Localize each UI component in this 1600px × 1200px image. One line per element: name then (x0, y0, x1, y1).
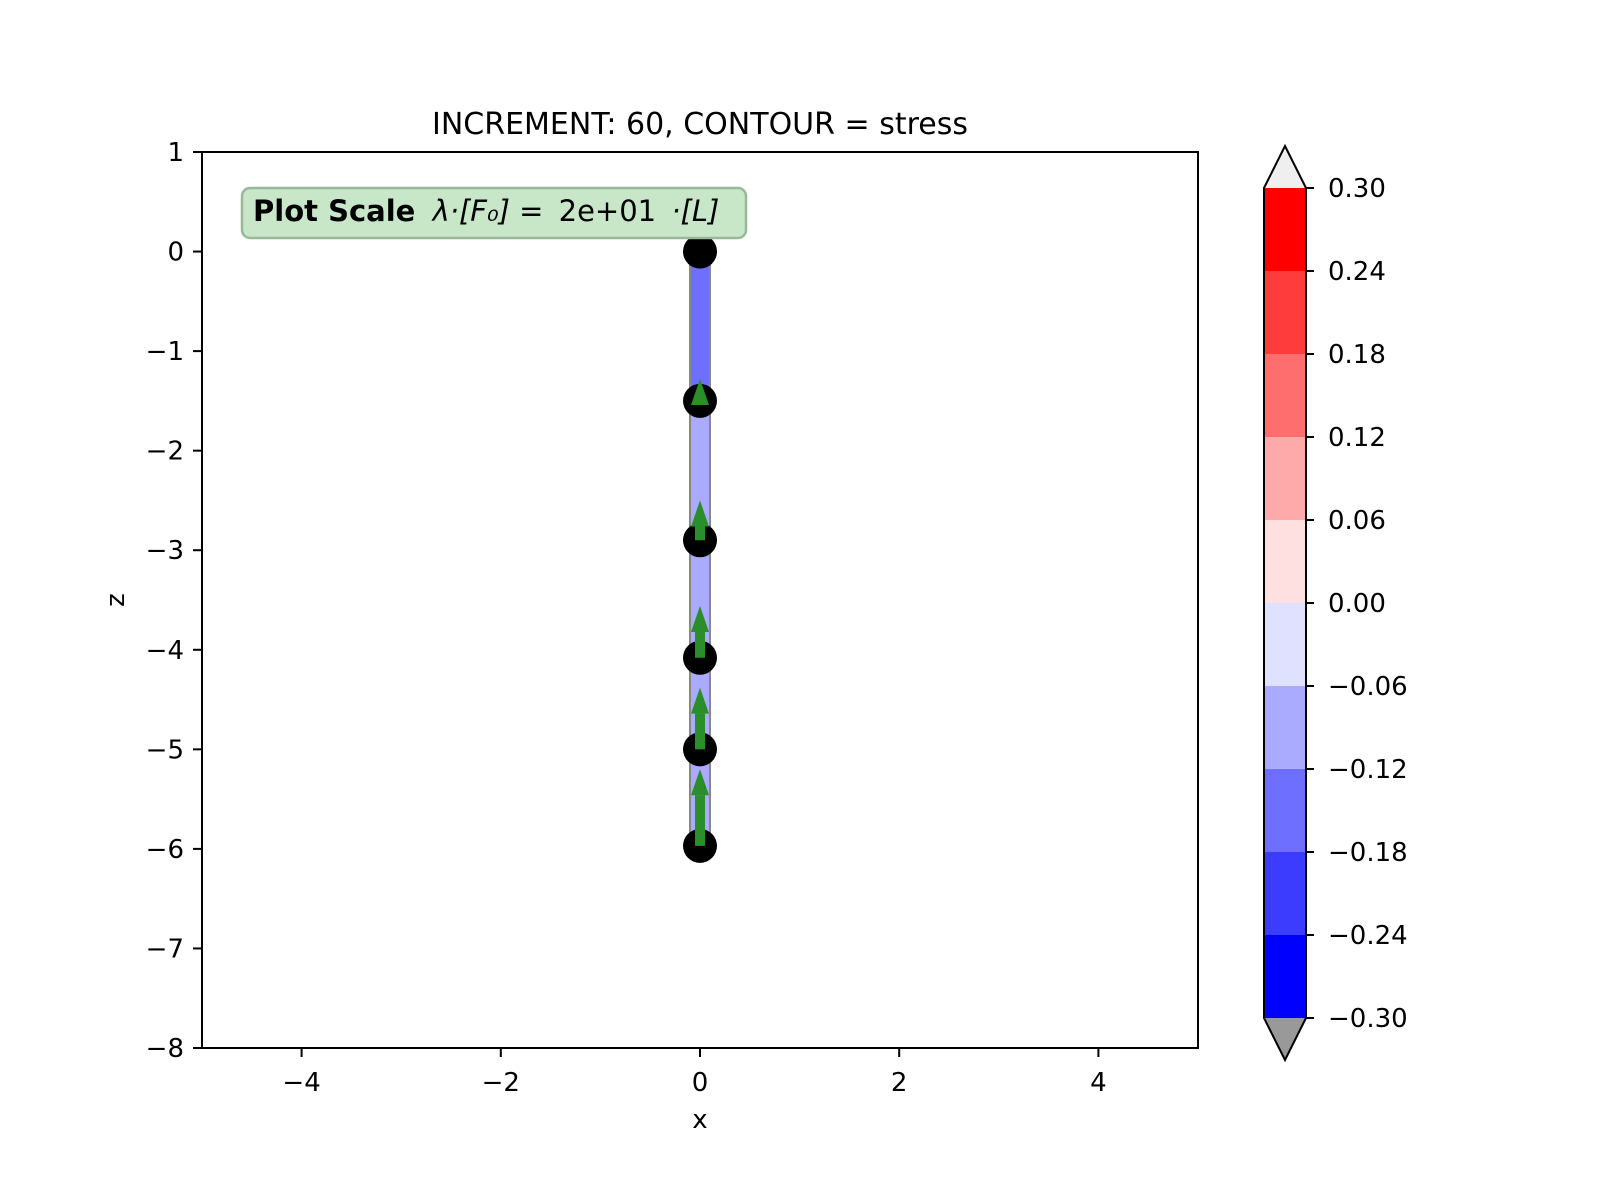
colorbar-level-7 (1264, 686, 1306, 770)
colorbar-tick-label: −0.24 (1328, 921, 1408, 951)
colorbar-level-4 (1264, 437, 1306, 521)
y-tick-label: −1 (146, 337, 184, 367)
force-arrow-5 (691, 769, 709, 846)
y-tick-label: −8 (146, 1034, 184, 1064)
force-arrow-shaft (695, 795, 705, 846)
colorbar-level-6 (1264, 603, 1306, 687)
colorbar-tick-label: 0.24 (1328, 257, 1386, 287)
colorbar-extend-max (1264, 146, 1306, 188)
x-tick-label: 0 (692, 1068, 709, 1098)
svg-text:Plot Scale λ·[F₀] =: Plot Scale λ·[F₀] = 2e+01 ·[L] (253, 194, 719, 228)
force-arrow-head (691, 687, 709, 714)
force-arrow-head (691, 378, 709, 405)
colorbar-tick-label: −0.30 (1328, 1004, 1408, 1034)
colorbar-tick-label: 0.30 (1328, 174, 1386, 204)
annotation-box (240, 186, 748, 240)
y-axis-label: z (101, 593, 131, 607)
axes: −4 −2 0 2 4 1 0 −1 −2 −3 −4 −5 −6 −7 −8 (146, 138, 1199, 1098)
y-tick-label: −6 (146, 835, 184, 865)
y-tick-label: −3 (146, 536, 184, 566)
force-arrow-3 (691, 605, 709, 658)
element-1 (689, 250, 711, 402)
colorbar-extend-min (1264, 1018, 1306, 1060)
colorbar-level-2 (1264, 271, 1306, 355)
colorbar-level-5 (1264, 520, 1306, 604)
node-1 (683, 234, 717, 269)
y-tick-label: −4 (146, 636, 184, 666)
x-tick-label: −2 (482, 1068, 520, 1098)
force-arrow-2 (691, 500, 709, 541)
colorbar: 0.30 0.24 0.18 0.12 0.06 0.00 −0.06 −0.12 −0.18 −… (1263, 143, 1408, 1063)
x-tick-label: −4 (282, 1068, 320, 1098)
annotation-bold-label: Plot Scale (253, 194, 415, 228)
x-tick-label: 2 (891, 1068, 908, 1098)
force-arrow-head (691, 769, 709, 796)
y-tick-label: −5 (146, 735, 184, 765)
force-arrow-shaft (695, 526, 705, 541)
y-tick-label: 1 (167, 138, 184, 168)
colorbar-tick-label: −0.18 (1328, 838, 1408, 868)
chart-title: INCREMENT: 60, CONTOUR = stress (432, 107, 968, 142)
colorbar-level-9 (1264, 852, 1306, 936)
y-tick-label: −7 (146, 934, 184, 964)
force-arrow-4 (691, 687, 709, 750)
annotation-formula: λ·[F₀] = (431, 194, 553, 228)
colorbar-tick-label: −0.12 (1328, 755, 1408, 785)
force-arrow-head (691, 500, 709, 527)
colorbar-tick-label: 0.00 (1328, 589, 1386, 619)
colorbar-level-8 (1264, 769, 1306, 853)
colorbar-tick-label: 0.06 (1328, 506, 1386, 536)
annotation-value: 2e+01 (559, 194, 657, 228)
x-tick-label: 4 (1090, 1068, 1107, 1098)
colorbar-level-1 (1264, 188, 1306, 272)
x-axis-label: x (692, 1105, 707, 1135)
node-4 (683, 640, 717, 675)
force-arrow-head (691, 605, 709, 632)
colorbar-tick-label: 0.18 (1328, 340, 1386, 370)
y-tick-label: −2 (146, 437, 184, 467)
plot-scale-annotation: Plot Scale λ·[F₀] = 2e+01 ·[L] (240, 186, 748, 240)
plot-area (683, 234, 717, 863)
colorbar-level-10 (1264, 935, 1306, 1019)
annotation-suffix: ·[L] (671, 194, 719, 228)
colorbar-level-3 (1264, 354, 1306, 438)
colorbar-tick-label: 0.12 (1328, 423, 1386, 453)
force-arrow-shaft (695, 713, 705, 750)
y-tick-label: 0 (167, 238, 184, 268)
colorbar-tick-label: −0.06 (1328, 672, 1408, 702)
force-arrow-shaft (695, 631, 705, 658)
force-arrow-1 (691, 378, 709, 405)
